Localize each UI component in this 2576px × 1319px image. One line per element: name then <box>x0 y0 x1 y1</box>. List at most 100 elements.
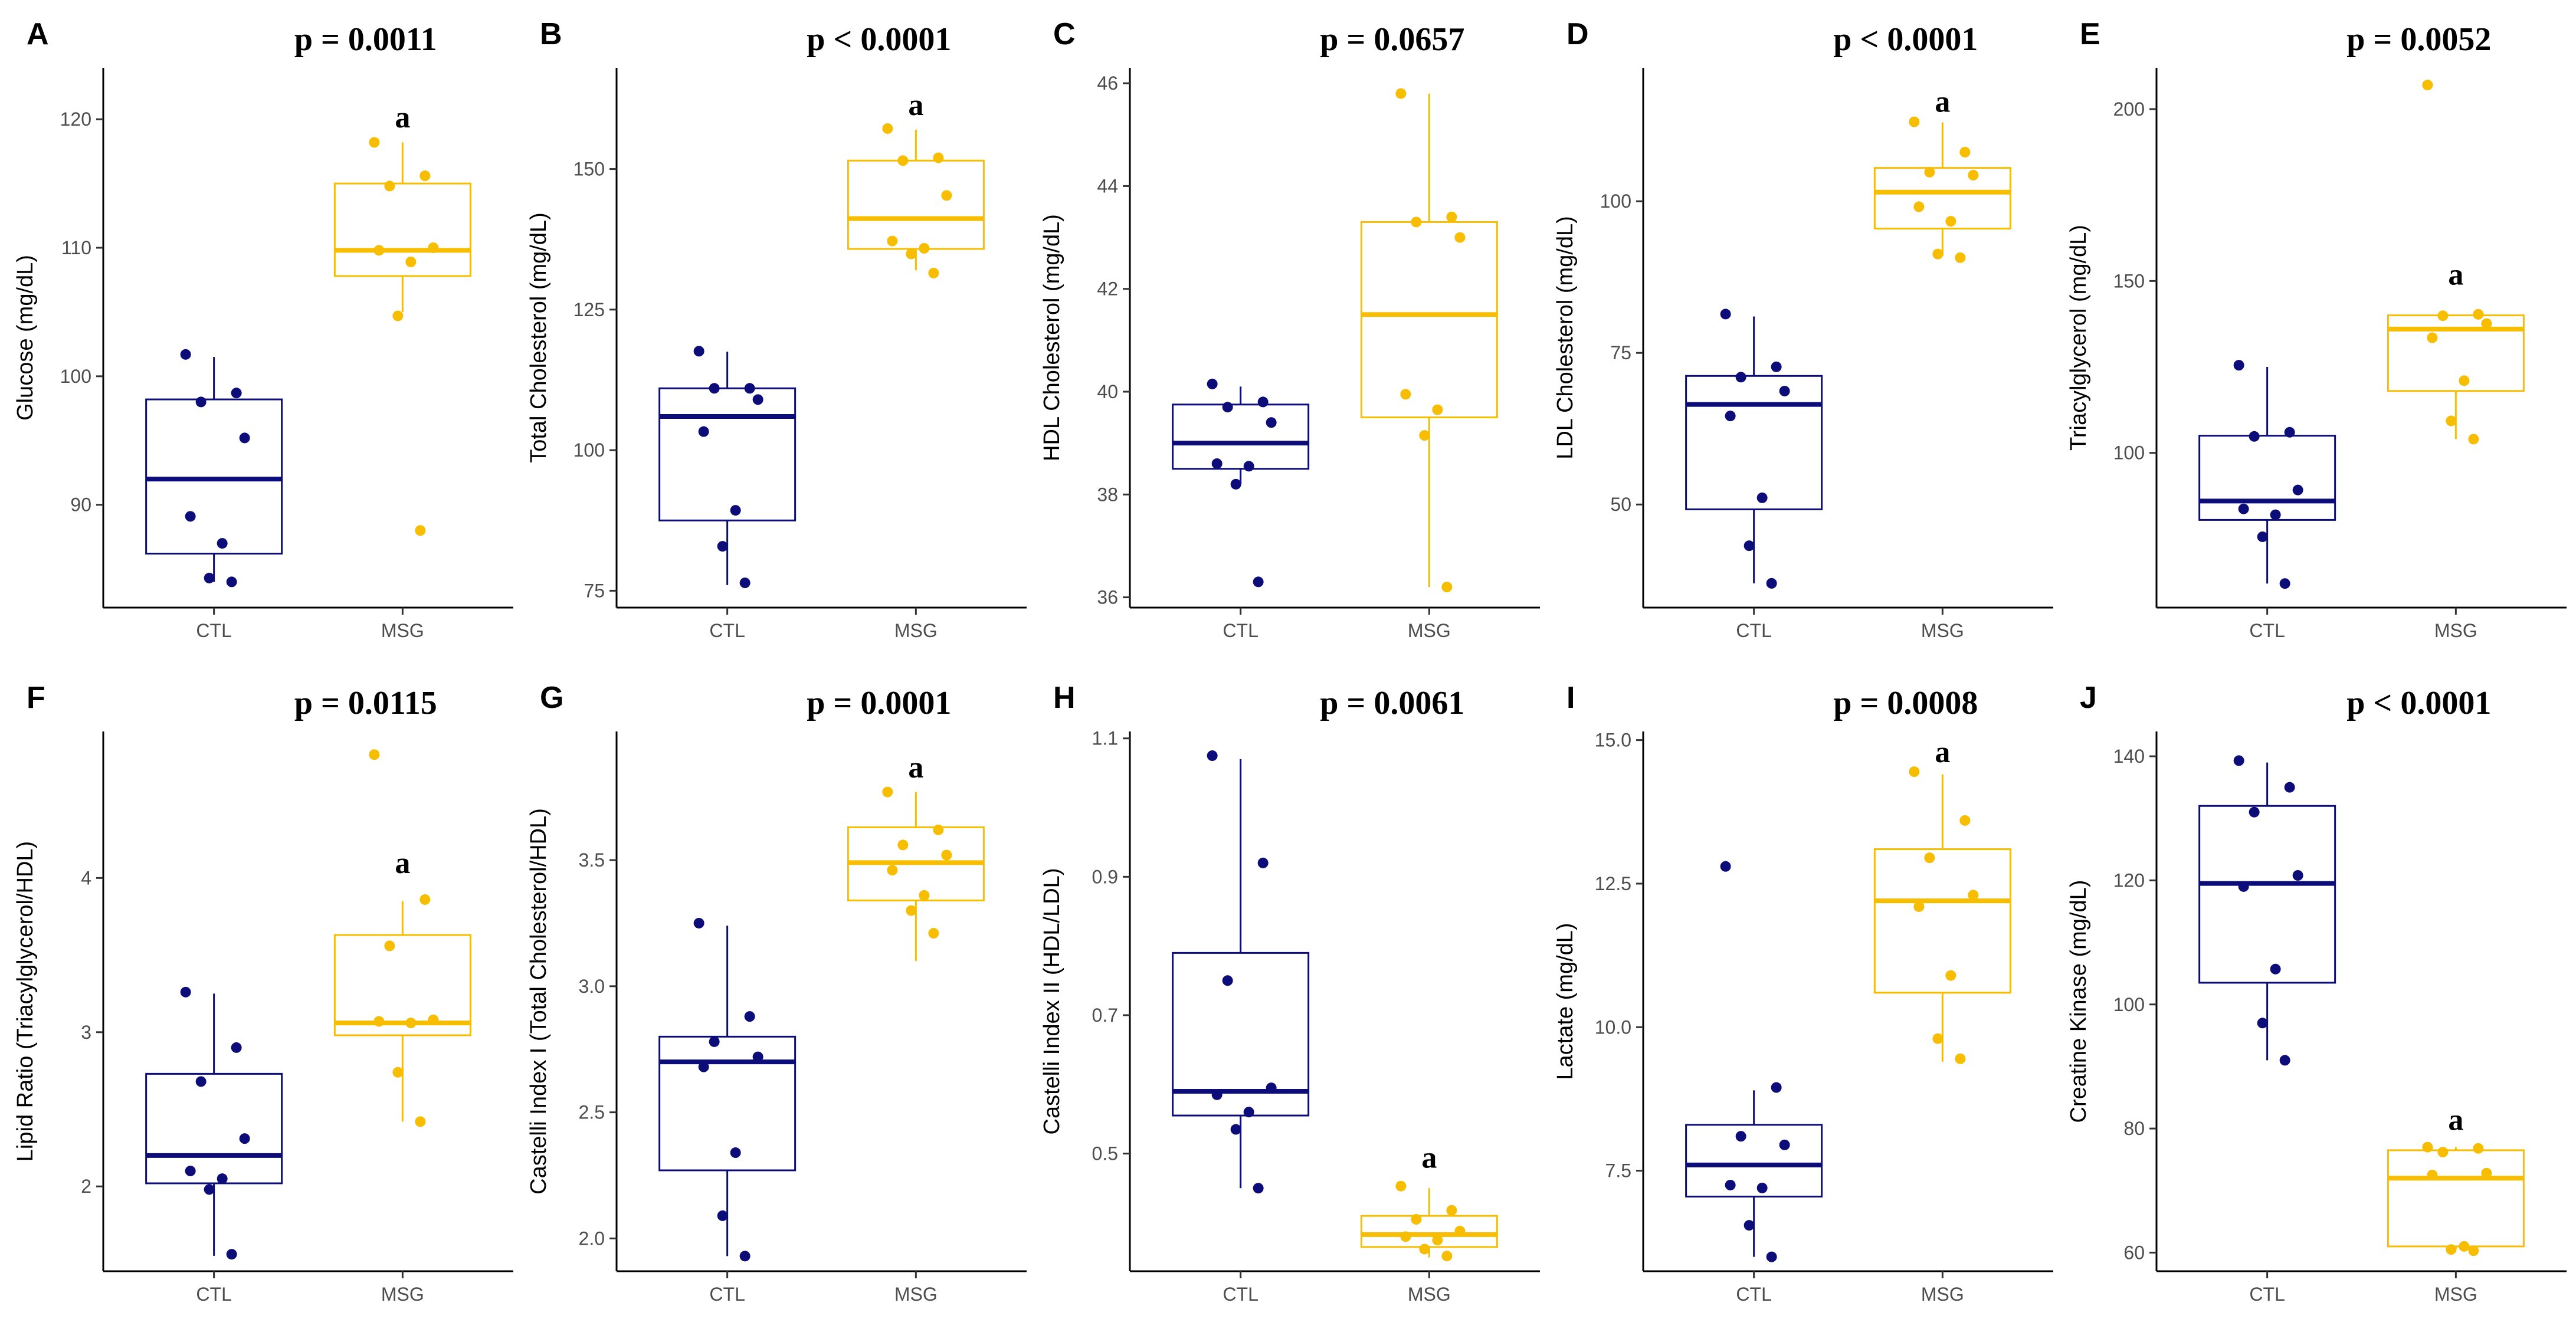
y-axis-label: HDL Cholesterol (mg/dL) <box>1040 214 1064 461</box>
p-value-label: p < 0.0001 <box>807 21 951 58</box>
significance-letter: a <box>1421 1141 1437 1174</box>
y-tick-label: 4 <box>81 867 91 888</box>
data-point-msg <box>882 786 893 798</box>
data-point-ctl <box>1735 1131 1746 1142</box>
y-axis-label: Creatine Kinase (mg/dL) <box>2066 880 2091 1123</box>
data-point-msg <box>1419 430 1430 441</box>
data-point-msg <box>2473 309 2484 320</box>
x-tick-label: CTL <box>2249 1284 2285 1305</box>
p-value-label: p = 0.0657 <box>1320 21 1464 58</box>
data-point-msg <box>887 235 898 247</box>
data-point-ctl <box>1735 372 1746 383</box>
data-point-msg <box>405 256 417 267</box>
x-tick-label: CTL <box>2249 620 2285 641</box>
y-axis-label: Total Cholesterol (mg/dL) <box>526 212 551 463</box>
y-tick-label: 46 <box>1097 73 1118 94</box>
data-point-ctl <box>2257 1018 2268 1029</box>
data-point-ctl <box>2249 806 2260 818</box>
data-point-ctl <box>226 576 237 588</box>
x-tick-label: MSG <box>894 620 938 641</box>
data-point-ctl <box>2284 782 2295 793</box>
data-point-ctl <box>195 1076 207 1087</box>
x-tick-label: CTL <box>196 1284 231 1305</box>
data-point-msg <box>2437 310 2449 321</box>
data-point-ctl <box>1257 857 1269 868</box>
significance-letter: a <box>395 101 410 134</box>
y-tick-label: 140 <box>2113 746 2145 767</box>
data-point-ctl <box>1243 461 1254 472</box>
data-point-msg <box>1446 211 1457 222</box>
p-value-label: p = 0.0008 <box>1833 685 1978 721</box>
y-axis-label: Lipid Ratio (Triacylglycerol/HDL) <box>13 841 38 1161</box>
significance-letter: a <box>908 751 923 785</box>
x-tick-label: MSG <box>1921 1284 1964 1305</box>
data-point-msg <box>2468 434 2479 445</box>
p-value-label: p = 0.0052 <box>2346 21 2491 58</box>
y-tick-label: 150 <box>2113 270 2145 291</box>
data-point-ctl <box>2284 426 2295 438</box>
p-value-label: p = 0.0001 <box>807 685 951 721</box>
data-point-msg <box>373 245 385 256</box>
data-point-ctl <box>693 917 704 928</box>
data-point-ctl <box>1222 975 1233 986</box>
data-point-msg <box>2446 1244 2457 1255</box>
panel-letter: C <box>1053 17 1076 51</box>
y-tick-label: 60 <box>2123 1242 2145 1263</box>
box-msg <box>2387 1149 2525 1248</box>
data-point-ctl <box>239 1133 250 1144</box>
data-point-ctl <box>2249 431 2260 442</box>
data-point-ctl <box>752 394 763 405</box>
data-point-msg <box>2481 318 2492 329</box>
data-point-ctl <box>693 346 704 357</box>
data-point-ctl <box>709 383 720 394</box>
box-ctl <box>145 398 283 554</box>
data-point-ctl <box>2233 360 2244 371</box>
y-tick-label: 10.0 <box>1595 1016 1631 1038</box>
y-tick-label: 7.5 <box>1605 1160 1631 1182</box>
data-point-msg <box>1955 252 1966 263</box>
data-point-msg <box>2481 1167 2492 1179</box>
data-point-msg <box>1959 815 1971 826</box>
x-tick-label: CTL <box>1223 620 1258 641</box>
box-ctl <box>658 1035 797 1172</box>
data-point-ctl <box>744 1011 755 1022</box>
data-point-msg <box>1400 389 1411 400</box>
data-point-ctl <box>1253 576 1264 588</box>
y-tick-label: 44 <box>1097 175 1118 196</box>
data-point-ctl <box>1266 417 1277 428</box>
box-msg <box>847 159 985 250</box>
data-point-msg <box>941 190 952 201</box>
data-point-ctl <box>2279 1055 2290 1066</box>
data-point-msg <box>897 839 909 851</box>
p-value-label: p < 0.0001 <box>1833 21 1978 58</box>
box-msg <box>1873 848 2011 994</box>
data-point-ctl <box>744 383 755 394</box>
data-point-msg <box>1924 852 1935 864</box>
panel-letter: E <box>2080 17 2100 51</box>
data-point-msg <box>2459 1241 2470 1252</box>
data-point-msg <box>897 155 909 166</box>
data-point-ctl <box>730 505 741 516</box>
data-point-ctl <box>204 572 215 583</box>
y-tick-label: 100 <box>2113 442 2145 464</box>
x-tick-label: MSG <box>1408 1284 1451 1305</box>
panel-letter: B <box>540 17 562 51</box>
data-point-msg <box>1395 88 1407 99</box>
data-point-msg <box>384 940 395 951</box>
box-msg <box>1360 1215 1498 1248</box>
data-point-ctl <box>1743 540 1755 552</box>
significance-letter: a <box>1935 736 1950 769</box>
data-point-msg <box>2473 1143 2484 1154</box>
y-tick-label: 0.9 <box>1092 866 1118 887</box>
data-point-ctl <box>1253 1183 1264 1194</box>
data-point-msg <box>1945 970 1956 981</box>
data-point-ctl <box>2292 870 2303 881</box>
x-tick-label: CTL <box>1736 620 1771 641</box>
data-point-ctl <box>204 1184 215 1195</box>
data-point-ctl <box>1222 402 1233 413</box>
box-msg <box>333 934 471 1036</box>
box-ctl <box>658 387 797 521</box>
